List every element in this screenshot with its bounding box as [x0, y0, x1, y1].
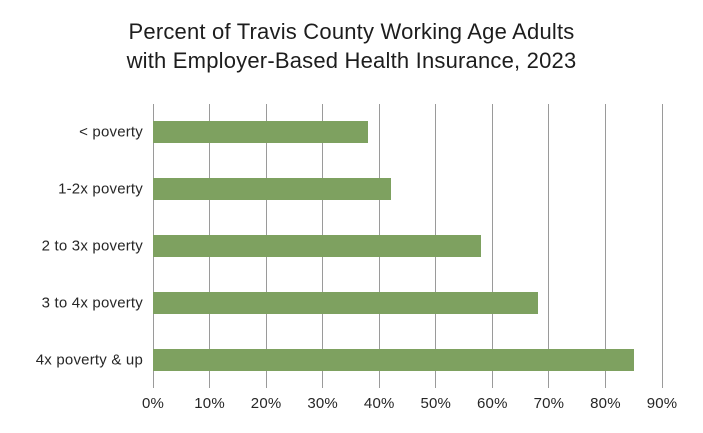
category-label: 2 to 3x poverty — [41, 237, 143, 255]
x-axis-tick-label: 30% — [307, 395, 338, 412]
x-axis-tick-label: 10% — [194, 395, 225, 412]
x-axis-tick-label: 40% — [363, 395, 395, 412]
x-axis-tick-label: 50% — [420, 395, 452, 412]
gridline — [604, 104, 606, 388]
x-axis-tick-label: 80% — [590, 395, 621, 412]
x-axis-tick-label: 90% — [646, 395, 678, 412]
x-axis-tick-label: 60% — [477, 395, 508, 412]
gridline — [661, 104, 663, 388]
bar-1-2x-poverty — [153, 178, 391, 201]
x-axis-tick-label: 0% — [141, 395, 165, 412]
gridline — [548, 104, 550, 388]
gridline — [491, 104, 493, 388]
category-label: < poverty — [79, 123, 143, 141]
category-label: 3 to 4x poverty — [41, 294, 143, 312]
category-label: 1-2x poverty — [58, 180, 143, 198]
plot-area — [152, 104, 663, 388]
x-axis-tick-label: 20% — [250, 395, 282, 412]
category-label: 4x poverty & up — [35, 351, 143, 369]
chart-title-line-2: with Employer-Based Health Insurance, 20… — [126, 48, 577, 73]
bar-3-to-4x-poverty — [153, 291, 538, 314]
x-axis-tick-label: 70% — [533, 395, 565, 412]
chart-title-line-1: Percent of Travis County Working Age Adu… — [128, 19, 575, 44]
y-axis-category-labels: < poverty 1-2x poverty 2 to 3x poverty 3 to… — [0, 104, 143, 388]
bar-poverty — [153, 121, 368, 144]
bar-2-to-3x-poverty — [153, 235, 482, 257]
chart-title: Percent of Travis County Working Age Adu… — [0, 17, 703, 75]
x-axis-labels: 0% 10% 20% 30% 40% 50% 60% 70% 80% 90% — [142, 395, 677, 417]
bar-4x-poverty-up — [153, 348, 634, 371]
